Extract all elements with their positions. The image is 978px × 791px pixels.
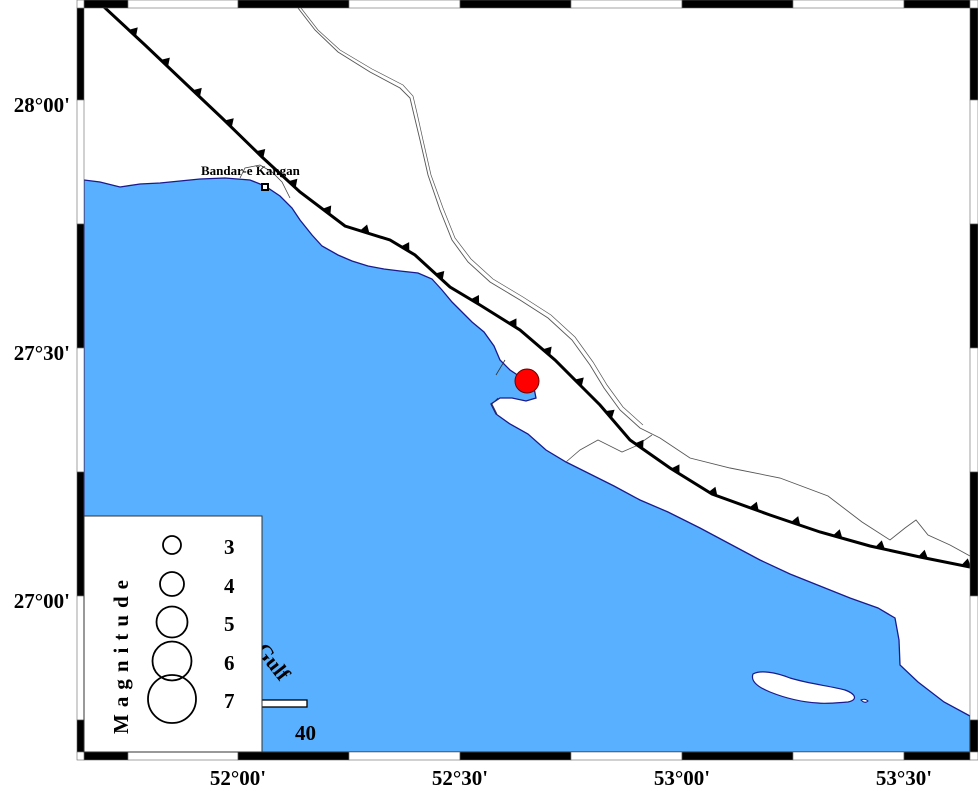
- legend-label: 3: [224, 535, 235, 559]
- frame-segment: [127, 751, 239, 761]
- islet: [860, 698, 869, 703]
- frame-segment: [792, 0, 905, 9]
- fault-tooth: [707, 486, 718, 496]
- thrust-fault: [102, 8, 970, 569]
- frame-corner: [969, 0, 978, 9]
- frame-segment: [76, 595, 85, 721]
- fault-tooth: [256, 148, 266, 159]
- frame-segment: [76, 7, 85, 101]
- frame-segment: [76, 347, 85, 473]
- frame-segment: [903, 751, 971, 761]
- latitude-label: 27°30': [14, 341, 70, 365]
- road-line: [300, 8, 644, 426]
- fault-tooth: [128, 27, 138, 37]
- frame-segment: [237, 751, 350, 761]
- fault-tooth: [400, 242, 410, 252]
- road-line: [297, 8, 970, 557]
- frame-segment: [903, 0, 971, 9]
- fault-tooth: [961, 558, 970, 568]
- lagoon-outline: [491, 359, 506, 415]
- latitude-label: 28°00': [14, 93, 70, 117]
- frame-segment: [237, 0, 350, 9]
- frame-segment: [681, 0, 794, 9]
- fault-tooth: [359, 224, 370, 234]
- earthquake-event-marker[interactable]: [514, 368, 540, 394]
- fault-tooth: [470, 295, 480, 305]
- fault-tooth: [507, 318, 517, 328]
- legend-circle-3: [162, 535, 182, 555]
- fault-tooth: [574, 377, 584, 387]
- place-marker-square: [261, 183, 269, 191]
- frame-segment: [969, 595, 978, 721]
- legend: Magnitude 3 4 5 6 7: [83, 515, 263, 753]
- frame-segment: [792, 751, 905, 761]
- frame-segment: [83, 751, 129, 761]
- longitude-label: 52°30': [432, 766, 488, 790]
- frame-segment: [969, 99, 978, 225]
- frame-corner: [969, 751, 978, 761]
- fault-tooth: [192, 87, 202, 98]
- frame-segment: [76, 99, 85, 225]
- frame-segment: [969, 347, 978, 473]
- frame-segment: [969, 223, 978, 349]
- legend-label: 4: [224, 574, 235, 598]
- fault-tooth: [918, 549, 928, 559]
- frame-segment: [76, 719, 85, 753]
- fault-tooth: [670, 464, 680, 474]
- fault-tooth: [288, 178, 298, 188]
- legend-circle-5: [155, 605, 189, 639]
- frame-corner: [76, 0, 85, 9]
- legend-circle-7: [147, 674, 197, 724]
- scale-bar-label: 40: [295, 721, 316, 745]
- frame-segment: [459, 0, 572, 9]
- frame-segment: [459, 751, 572, 761]
- island: [751, 671, 855, 705]
- fault-tooth: [875, 540, 885, 550]
- frame-segment: [76, 471, 85, 597]
- frame-segment: [76, 223, 85, 349]
- frame-corner: [76, 751, 85, 761]
- legend-label: 7: [224, 689, 235, 713]
- fault-tooth: [160, 57, 170, 67]
- frame-segment: [348, 751, 461, 761]
- legend-title: Magnitude: [109, 573, 133, 734]
- longitude-label: 53°30': [876, 766, 932, 790]
- frame-segment: [969, 719, 978, 753]
- place-label: Bandar-e Kangan: [201, 163, 301, 178]
- fault-tooth: [634, 439, 644, 450]
- frame-segment: [969, 7, 978, 101]
- legend-label: 6: [224, 651, 235, 675]
- fault-tooth: [224, 118, 234, 128]
- frame-segment: [570, 751, 683, 761]
- fault-tooth: [542, 346, 552, 356]
- frame-segment: [969, 471, 978, 597]
- frame-segment: [681, 751, 794, 761]
- fault-tooth: [790, 516, 801, 526]
- frame-segment: [570, 0, 683, 9]
- longitude-label: 53°00': [654, 766, 710, 790]
- scale-bar: [254, 699, 308, 708]
- latitude-label: 27°00': [14, 589, 70, 613]
- fault-tooth: [435, 270, 445, 281]
- frame-segment: [348, 0, 461, 9]
- coast-outline: [239, 164, 291, 199]
- frame-segment: [83, 0, 129, 9]
- legend-label: 5: [224, 612, 235, 636]
- fault-teeth: [128, 27, 970, 568]
- fault-tooth: [322, 205, 332, 215]
- legend-circle-4: [159, 571, 185, 597]
- frame-segment: [127, 0, 239, 9]
- fault-tooth: [832, 529, 843, 539]
- fault-tooth: [605, 409, 615, 419]
- longitude-label: 52°00': [210, 766, 266, 790]
- legend-circle-6: [151, 640, 193, 682]
- fault-tooth: [749, 501, 759, 511]
- map-frame: [76, 0, 978, 761]
